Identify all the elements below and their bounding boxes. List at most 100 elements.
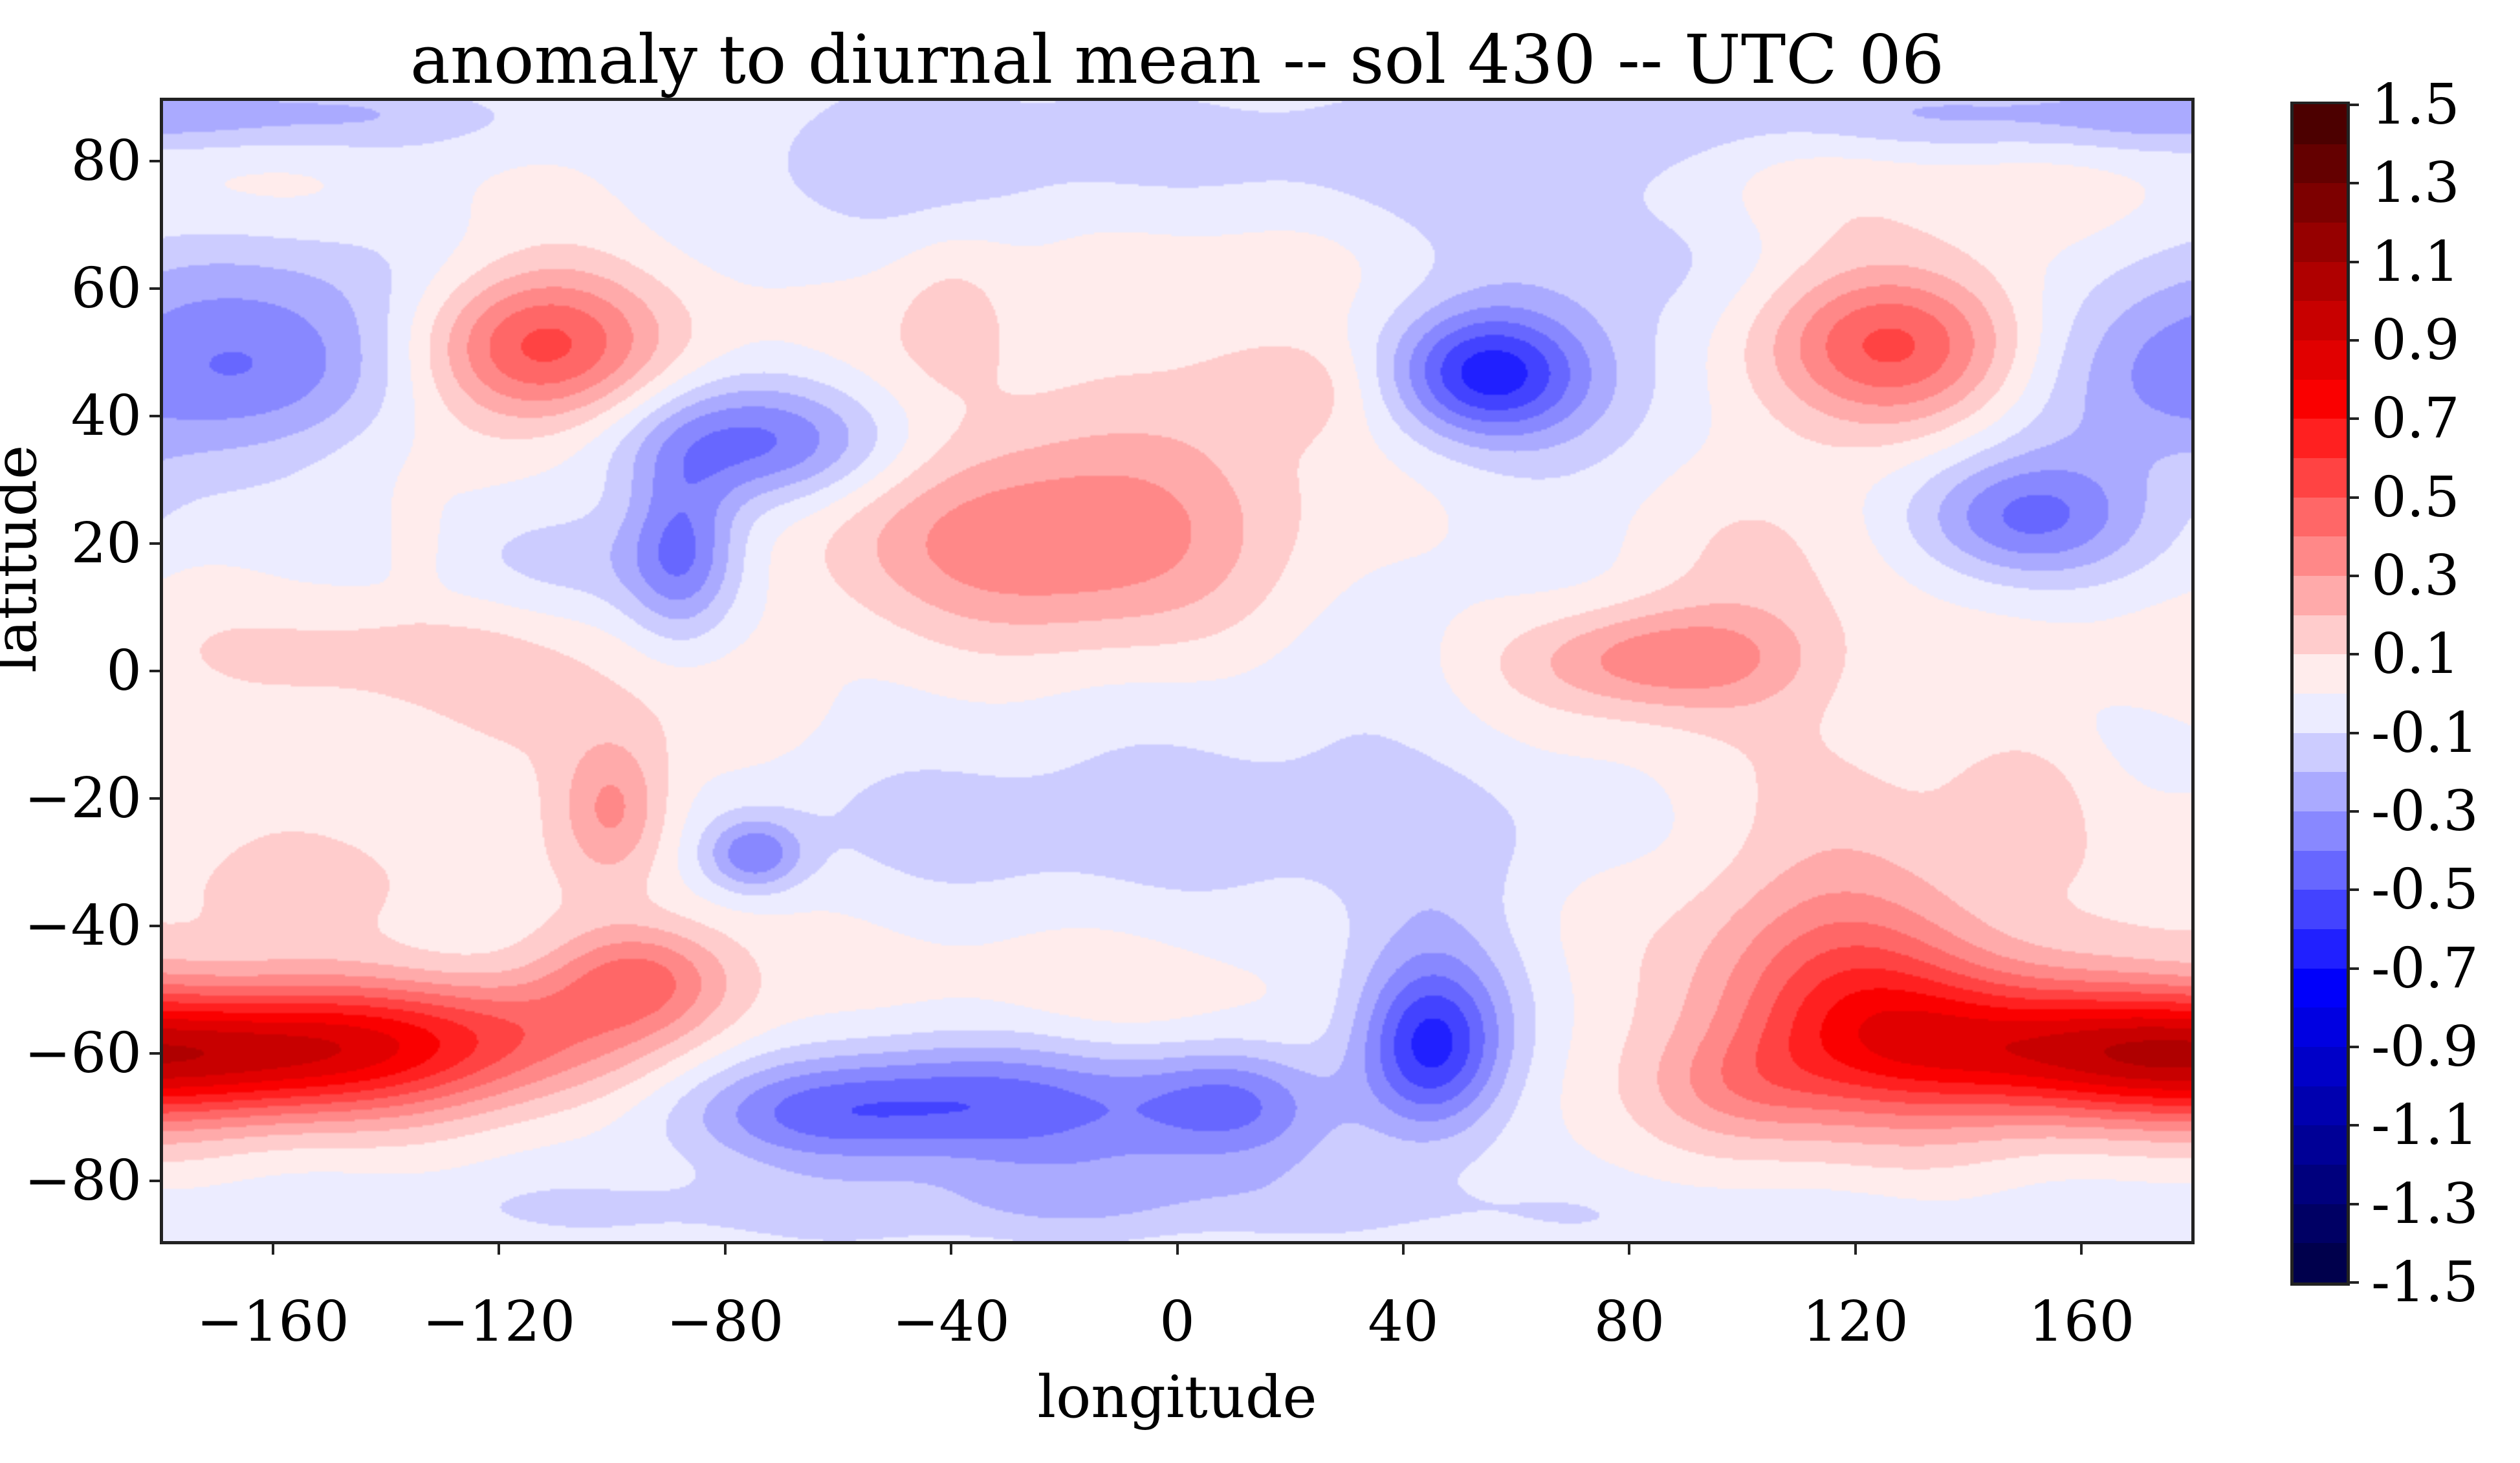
colorbar-tick-label: -0.1 — [2371, 700, 2479, 765]
colorbar-segment — [2294, 182, 2347, 223]
colorbar-segment — [2294, 1046, 2347, 1086]
y-tick-mark — [149, 924, 160, 927]
plot-area — [160, 98, 2195, 1244]
colorbar-tick-mark — [2350, 417, 2359, 421]
colorbar-segment — [2294, 850, 2347, 890]
colorbar-tick-mark — [2350, 260, 2359, 263]
colorbar-segment — [2294, 654, 2347, 694]
colorbar-segment — [2294, 1242, 2347, 1282]
y-tick-mark — [149, 415, 160, 418]
colorbar-tick-label: -0.5 — [2371, 857, 2479, 923]
y-tick-mark — [149, 160, 160, 163]
colorbar-segment — [2294, 497, 2347, 537]
colorbar — [2290, 102, 2350, 1286]
colorbar-segment — [2294, 811, 2347, 851]
colorbar-segment — [2294, 1007, 2347, 1047]
x-tick-label: 40 — [1368, 1290, 1439, 1354]
colorbar-tick-label: 0.3 — [2371, 544, 2460, 608]
colorbar-segment — [2294, 261, 2347, 302]
y-tick-mark — [149, 797, 160, 800]
colorbar-segment — [2294, 929, 2347, 969]
y-tick-mark — [149, 1179, 160, 1182]
colorbar-tick-mark — [2350, 653, 2359, 656]
y-tick-mark — [149, 670, 160, 672]
colorbar-tick-label: 0.7 — [2371, 386, 2460, 452]
colorbar-tick-mark — [2350, 496, 2359, 499]
x-tick-label: −120 — [422, 1290, 576, 1354]
colorbar-tick-mark — [2350, 182, 2359, 185]
colorbar-tick-label: 0.9 — [2371, 308, 2460, 373]
chart-title: anomaly to diurnal mean -- sol 430 -- UT… — [410, 20, 1945, 99]
x-tick-label: 80 — [1594, 1290, 1665, 1354]
x-tick-label: −40 — [892, 1290, 1010, 1354]
y-tick-label: −80 — [24, 1148, 142, 1213]
y-tick-label: 20 — [71, 511, 142, 577]
colorbar-tick-mark — [2350, 104, 2359, 106]
x-tick-label: −80 — [666, 1290, 784, 1354]
y-tick-label: 80 — [71, 129, 142, 194]
colorbar-tick-label: 0.5 — [2371, 465, 2460, 530]
colorbar-tick-mark — [2350, 810, 2359, 813]
y-tick-label: 60 — [71, 256, 142, 322]
x-tick-mark — [1401, 1244, 1405, 1255]
colorbar-tick-label: -0.3 — [2371, 779, 2479, 844]
colorbar-segment — [2294, 889, 2347, 929]
x-tick-mark — [271, 1244, 274, 1255]
y-tick-label: 0 — [106, 639, 142, 703]
x-tick-mark — [1854, 1244, 1857, 1255]
colorbar-tick-label: -0.9 — [2371, 1015, 2479, 1079]
colorbar-tick-label: 0.1 — [2371, 622, 2460, 687]
colorbar-segment — [2294, 693, 2347, 733]
colorbar-segment — [2294, 418, 2347, 458]
colorbar-tick-label: -1.3 — [2371, 1171, 2479, 1237]
y-tick-label: −40 — [24, 893, 142, 958]
x-tick-mark — [2080, 1244, 2083, 1255]
colorbar-tick-mark — [2350, 1281, 2359, 1284]
colorbar-segment — [2294, 144, 2347, 184]
colorbar-tick-mark — [2350, 1202, 2359, 1205]
x-tick-mark — [723, 1244, 727, 1255]
colorbar-tick-label: -1.1 — [2371, 1093, 2479, 1158]
colorbar-segment — [2294, 300, 2347, 340]
colorbar-segment — [2294, 732, 2347, 773]
colorbar-segment — [2294, 536, 2347, 576]
colorbar-tick-mark — [2350, 339, 2359, 342]
y-tick-mark — [149, 287, 160, 291]
x-tick-mark — [1176, 1244, 1179, 1255]
colorbar-segment — [2294, 379, 2347, 419]
y-tick-label: −20 — [24, 765, 142, 831]
y-axis-label: latitude — [0, 445, 50, 673]
y-tick-mark — [149, 1051, 160, 1055]
colorbar-tick-mark — [2350, 1046, 2359, 1048]
colorbar-tick-mark — [2350, 575, 2359, 577]
x-tick-label: 120 — [1802, 1290, 1909, 1354]
colorbar-tick-mark — [2350, 967, 2359, 970]
x-axis-label: longitude — [1037, 1363, 1317, 1431]
colorbar-segment — [2294, 1164, 2347, 1204]
colorbar-segment — [2294, 104, 2347, 144]
x-tick-label: −160 — [196, 1290, 349, 1354]
colorbar-segment — [2294, 222, 2347, 262]
x-tick-label: 160 — [2028, 1290, 2135, 1354]
colorbar-tick-label: 1.3 — [2371, 151, 2460, 216]
colorbar-tick-mark — [2350, 888, 2359, 892]
colorbar-tick-label: -0.7 — [2371, 936, 2479, 1001]
colorbar-tick-mark — [2350, 731, 2359, 734]
colorbar-tick-label: -1.5 — [2371, 1250, 2479, 1315]
colorbar-segment — [2294, 968, 2347, 1008]
colorbar-segment — [2294, 575, 2347, 615]
colorbar-segment — [2294, 1125, 2347, 1165]
x-tick-label: 0 — [1159, 1290, 1195, 1354]
y-tick-mark — [149, 542, 160, 545]
colorbar-segment — [2294, 615, 2347, 655]
colorbar-segment — [2294, 1086, 2347, 1126]
colorbar-tick-mark — [2350, 1124, 2359, 1127]
x-tick-mark — [1628, 1244, 1631, 1255]
colorbar-segment — [2294, 1204, 2347, 1244]
colorbar-segment — [2294, 457, 2347, 498]
colorbar-segment — [2294, 340, 2347, 380]
y-tick-label: 40 — [71, 384, 142, 449]
contour-field — [163, 101, 2191, 1241]
x-tick-mark — [498, 1244, 501, 1255]
colorbar-tick-label: 1.1 — [2371, 229, 2460, 294]
